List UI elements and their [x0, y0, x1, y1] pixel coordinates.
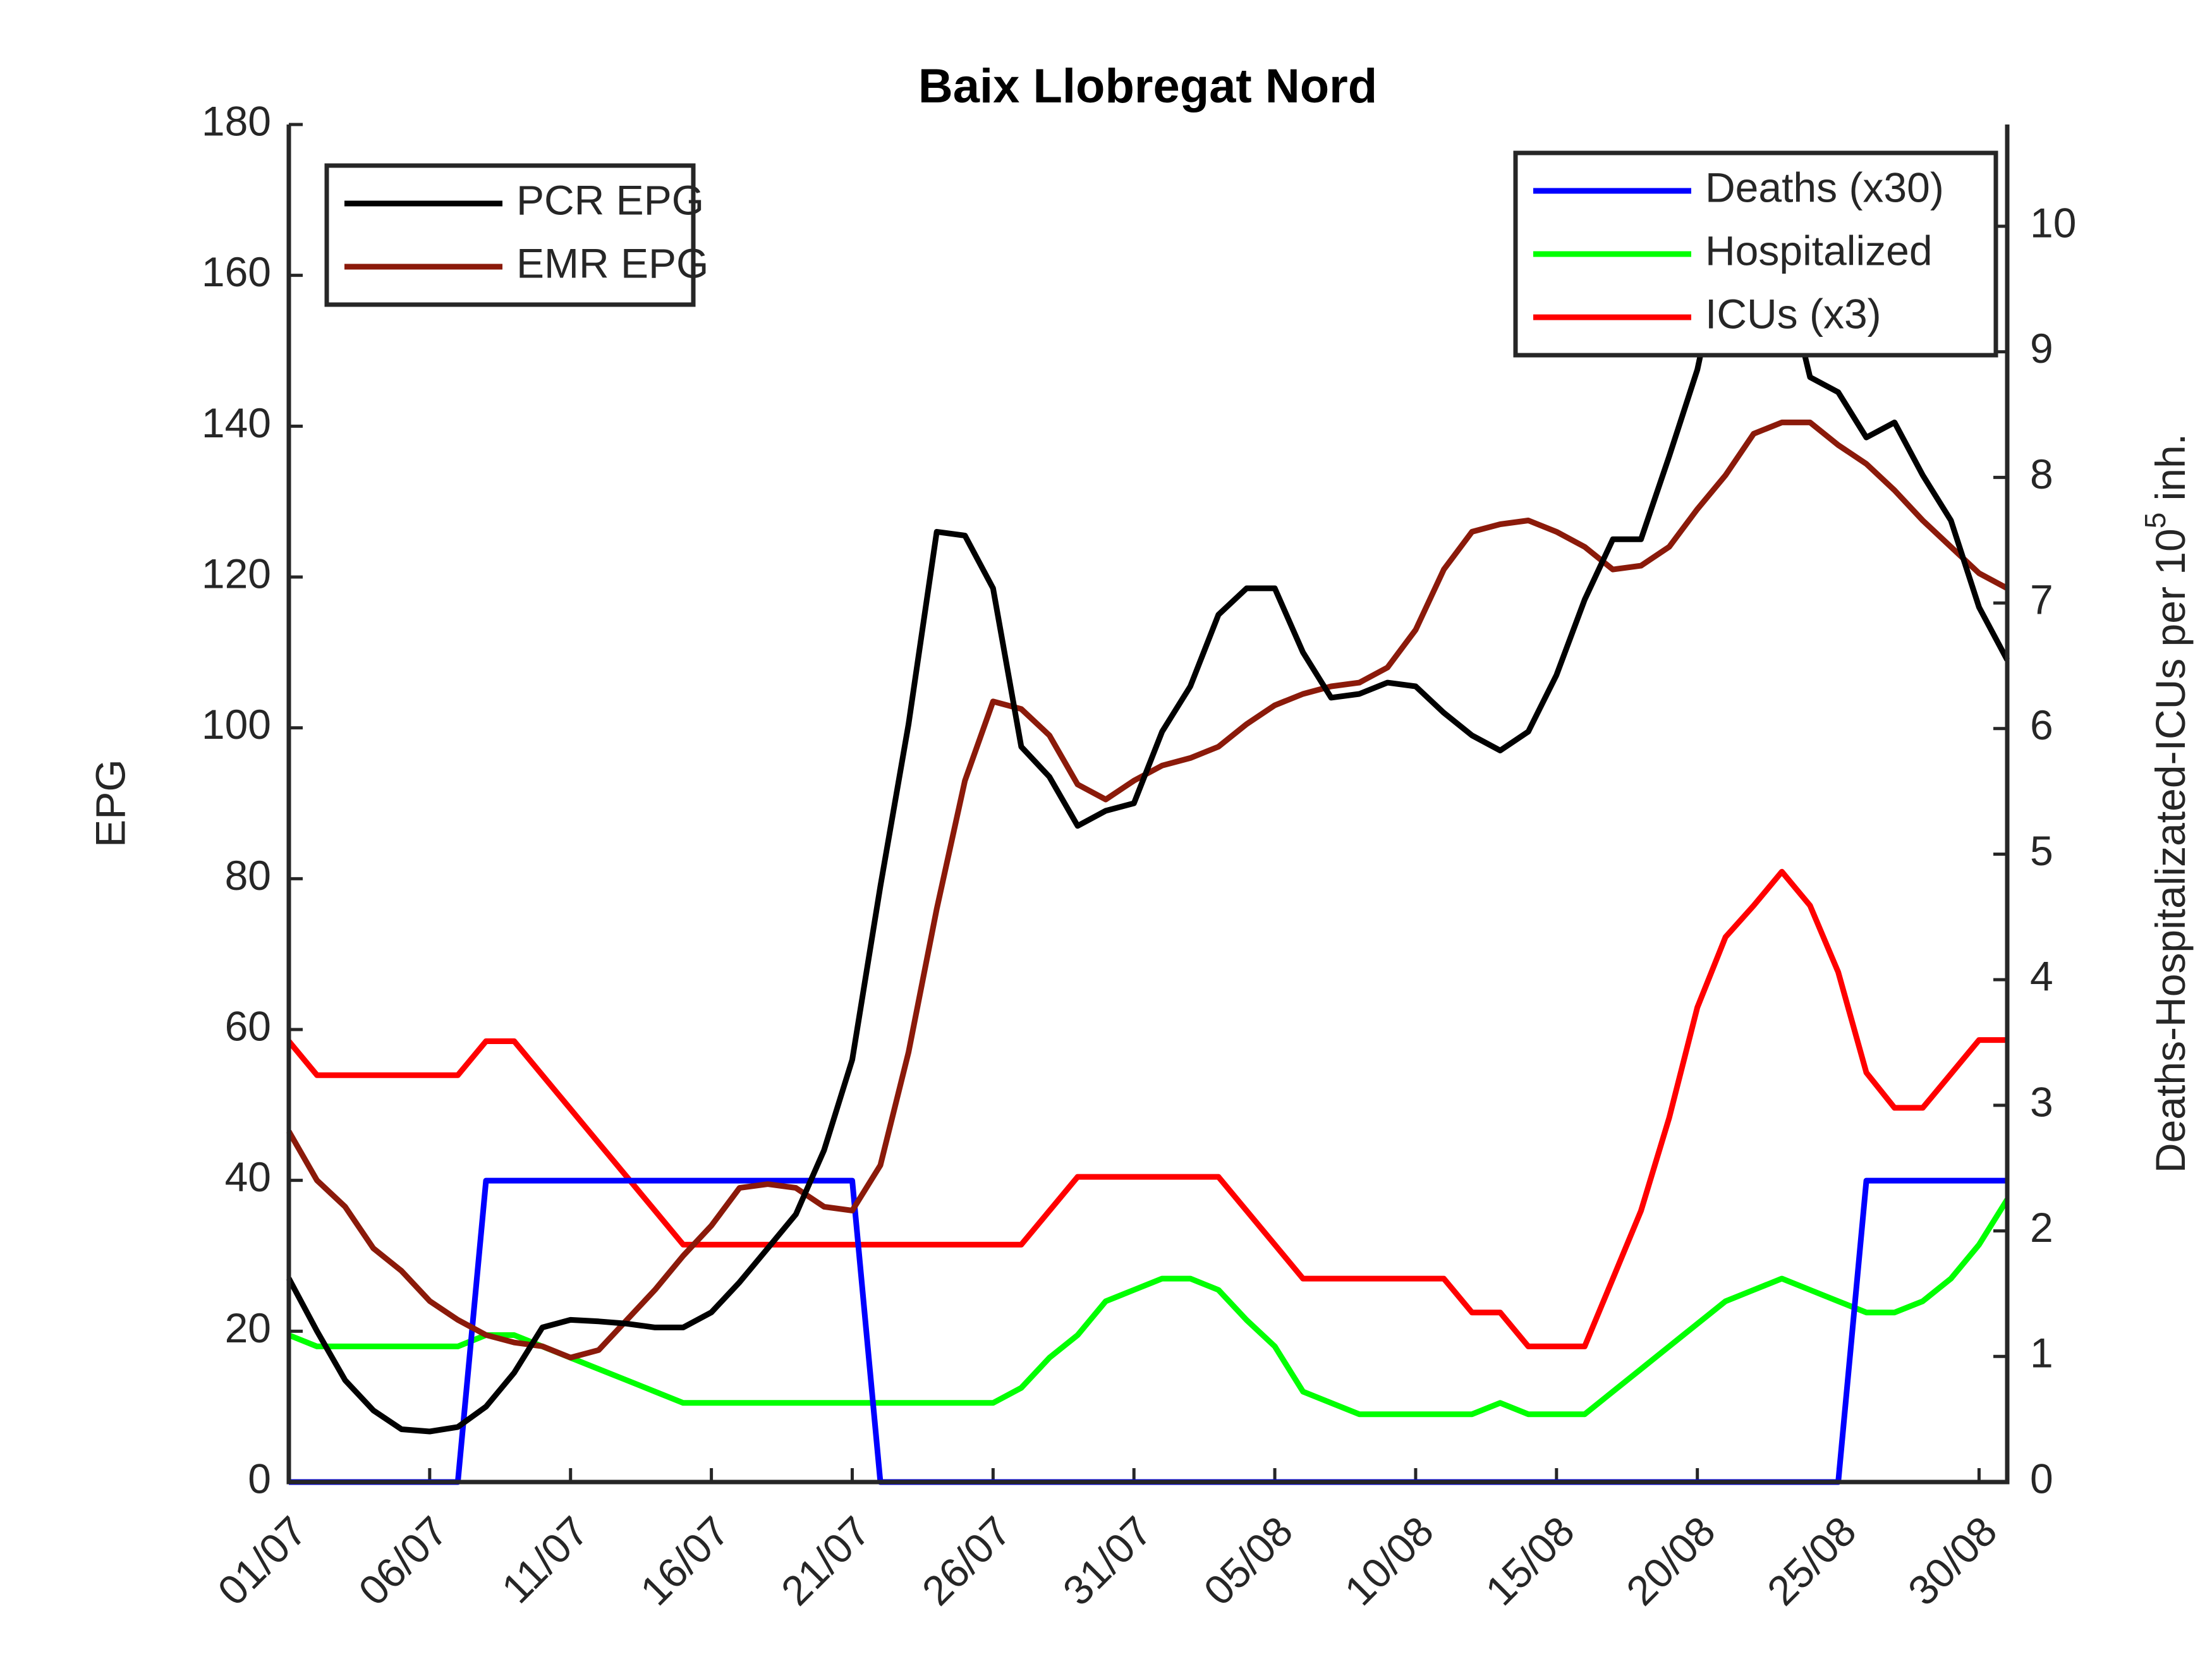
y2-tick-label: 6 — [2030, 702, 2053, 748]
y2-tick-label: 3 — [2030, 1078, 2053, 1125]
y-tick-label: 120 — [202, 550, 271, 597]
y-tick-label: 40 — [225, 1153, 271, 1200]
y-axis-label: EPG — [87, 759, 133, 847]
series-line — [288, 1198, 2010, 1418]
y2-tick-label: 7 — [2030, 576, 2053, 623]
y2-tick-label: 2 — [2030, 1204, 2053, 1251]
y-tick-label: 140 — [202, 399, 271, 446]
y2-label-text: Deaths-Hospitalizated-ICUs per 10 — [2147, 528, 2194, 1173]
y2-tick-label: 8 — [2030, 451, 2053, 497]
y2-tick-label: 4 — [2030, 953, 2053, 1000]
series-line — [286, 868, 2007, 1349]
y2-label-tail: inh. — [2147, 434, 2194, 513]
y2-tick-label: 9 — [2030, 325, 2053, 372]
legend-label: ICUs (x3) — [1705, 290, 1881, 337]
y-tick-label: 80 — [225, 852, 271, 899]
y-tick-label: 160 — [202, 248, 271, 295]
y2-tick-label: 0 — [2030, 1455, 2053, 1502]
y2-label-sup: 5 — [2139, 513, 2172, 529]
chart-title: Baix Llobregat Nord — [918, 59, 1377, 113]
y-tick-label: 0 — [248, 1455, 271, 1502]
y2-tick-label: 1 — [2030, 1330, 2053, 1376]
y2-axis-label: Deaths-Hospitalizated-ICUs per 105 inh. — [2139, 434, 2194, 1173]
y-tick-label: 60 — [225, 1002, 271, 1049]
y2-tick-label: 5 — [2030, 827, 2053, 874]
legend-label: EMR EPG — [516, 240, 708, 286]
y-tick-label: 20 — [225, 1304, 271, 1351]
axes-frame — [286, 125, 2010, 1485]
legend-label: Deaths (x30) — [1705, 164, 1944, 210]
legend-box — [324, 163, 696, 307]
y-tick-label: 100 — [202, 701, 271, 748]
legend-label: PCR EPG — [516, 176, 704, 223]
y2-tick-label: 10 — [2030, 199, 2076, 246]
y-tick-label: 180 — [202, 97, 271, 144]
legend-label: Hospitalized — [1705, 227, 1933, 274]
